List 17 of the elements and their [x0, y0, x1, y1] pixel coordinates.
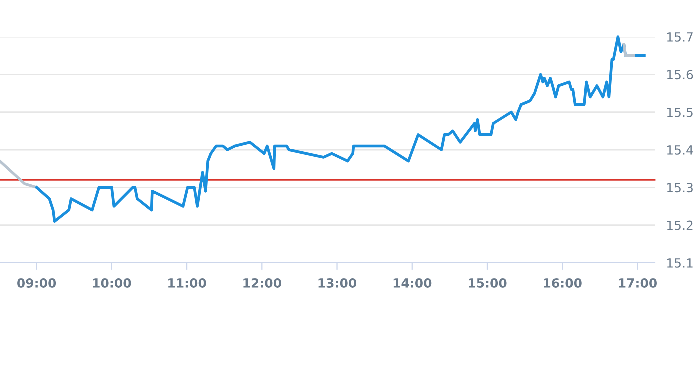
- x-tick-label: 12:00: [244, 278, 282, 288]
- x-tick-label: 10:00: [93, 278, 132, 288]
- x-tick-label: 16:00: [544, 278, 582, 288]
- x-tick-label: 14:00: [394, 278, 432, 288]
- x-tick-label: 15:00: [469, 278, 507, 288]
- line-series: [35, 36, 646, 223]
- y-tick-label: 15.3: [667, 183, 693, 193]
- x-tick-label: 17:00: [619, 278, 658, 288]
- y-tick-label: 15.5: [667, 108, 693, 118]
- y-tick-label: 15.4: [667, 146, 694, 155]
- y-tick-label: 15.1: [667, 258, 693, 268]
- y-tick-label: 15.6: [667, 70, 694, 80]
- y-tick-label: 15.2: [667, 220, 693, 230]
- y-tick-label: 15.7: [667, 32, 693, 42]
- x-tick-label: 09:00: [18, 278, 56, 288]
- x-tick-label: 13:00: [318, 278, 357, 288]
- x-tick-label: 11:00: [168, 278, 206, 288]
